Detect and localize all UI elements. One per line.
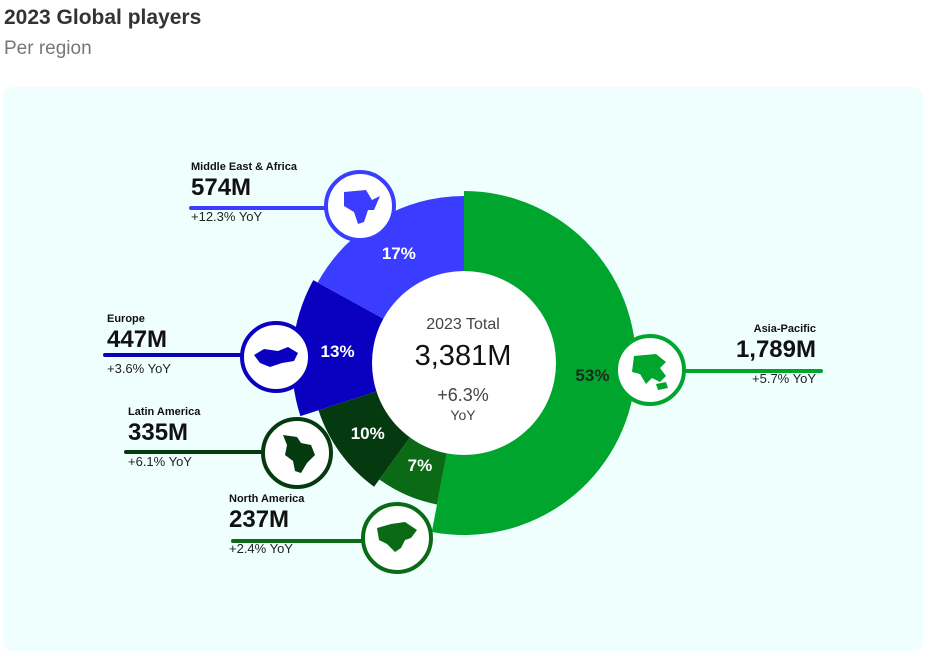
chart-title: 2023 Global players (4, 6, 202, 29)
region-label-asia-pacific: Asia-Pacific 1,789M +5.7% YoY (683, 323, 816, 386)
chart-subtitle: Per region (4, 38, 92, 59)
region-players: 335M (128, 419, 189, 446)
region-players: 447M (107, 326, 168, 353)
region-yoy: +5.7% YoY (752, 371, 816, 387)
region-players: 1,789M (735, 336, 816, 363)
region-label-north-america: North America 237M +2.4% YoY (229, 493, 304, 556)
region-players: 237M (229, 506, 290, 533)
center-total-yoy: +6.3% (437, 385, 489, 405)
europe-map-icon (254, 347, 298, 367)
region-name: Asia-Pacific (753, 323, 816, 335)
region-label-europe: Europe 447M +3.6% YoY (107, 313, 171, 376)
chart-panel: 53% 7% 10% 13% 17% 2023 Total 3,381M +6.3% Y… (3, 87, 923, 651)
region-name: Middle East & Africa (191, 161, 297, 173)
asia-pacific-map-icon (632, 354, 668, 390)
region-label-latin-america: Latin America 335M +6.1% YoY (128, 406, 200, 469)
slice-label-latin-america: 10% (351, 424, 385, 443)
region-yoy: +12.3% YoY (191, 209, 263, 225)
slice-label-middle-east-africa: 17% (382, 244, 416, 263)
region-name: Latin America (128, 406, 201, 418)
north-america-map-icon (377, 522, 417, 552)
region-name: Europe (107, 313, 145, 325)
center-total-yoy-suffix: YoY (450, 407, 476, 423)
center-total-value: 3,381M (414, 340, 512, 372)
donut-center (372, 271, 556, 455)
region-yoy: +3.6% YoY (107, 361, 171, 377)
center-total-label: 2023 Total (426, 316, 500, 333)
region-yoy: +6.1% YoY (128, 454, 192, 470)
africa-map-icon (344, 190, 380, 224)
donut-chart: 53% 7% 10% 13% 17% (103, 170, 823, 574)
region-yoy: +2.4% YoY (229, 541, 293, 557)
region-label-middle-east-africa: Middle East & Africa 574M +12.3% YoY (191, 161, 297, 224)
latin-america-map-icon (283, 435, 315, 473)
slice-label-asia-pacific: 53% (575, 366, 609, 385)
region-players: 574M (191, 174, 252, 201)
slice-label-north-america: 7% (408, 456, 433, 475)
slice-label-europe: 13% (321, 342, 355, 361)
region-name: North America (229, 493, 305, 505)
